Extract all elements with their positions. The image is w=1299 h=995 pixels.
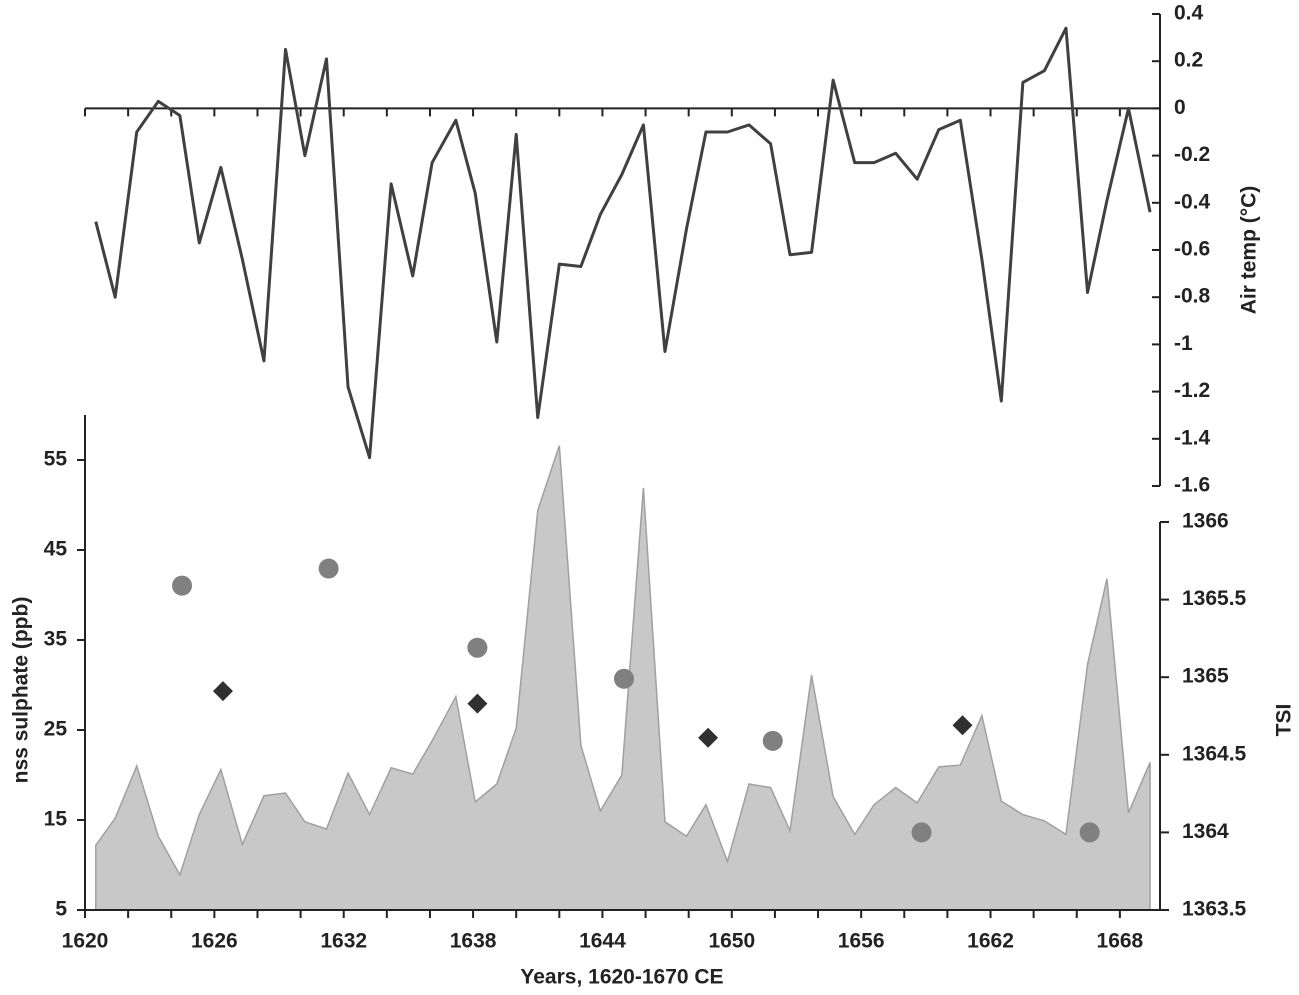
- temp-line: [94, 26, 1152, 460]
- y-tick-label: 5: [55, 898, 67, 921]
- y-tick-label: -0.6: [1174, 238, 1210, 261]
- x-tick-label: 1620: [62, 930, 109, 953]
- x-tick-label: 1632: [320, 930, 367, 953]
- tsi-circle: [467, 637, 488, 658]
- y-tick-label: 25: [44, 718, 68, 741]
- tsi-diamond: [698, 727, 719, 748]
- x-tick-label: 1656: [838, 930, 885, 953]
- y-tick-label: -1.2: [1174, 379, 1210, 402]
- y-tick-label: 0.2: [1174, 49, 1203, 72]
- y-tick-label: 0.4: [1174, 2, 1204, 25]
- y-tick-label: -0.4: [1174, 190, 1211, 213]
- y-tick-label: -1.6: [1174, 474, 1210, 497]
- y-tick-label: 45: [44, 538, 68, 561]
- x-tick-label: 1668: [1097, 930, 1144, 953]
- x-axis-title: Years, 1620-1670 CE: [520, 966, 723, 989]
- tsi-diamond: [952, 715, 973, 736]
- y-tick-label: 1365: [1182, 665, 1229, 688]
- sulphate-area: [95, 445, 1151, 911]
- y-tick-label: 1364: [1182, 820, 1229, 843]
- y-axis-title: TSI: [1273, 704, 1296, 737]
- y-axis-title: nss sulphate (ppb): [10, 597, 33, 784]
- y-tick-label: 15: [44, 808, 68, 831]
- y-axis-title: Air temp (°C): [1238, 186, 1261, 315]
- tsi-circle: [614, 668, 634, 689]
- y-tick-label: 55: [44, 448, 68, 471]
- x-tick-label: 1638: [450, 930, 497, 953]
- y-tick-label: 1364.5: [1182, 742, 1247, 765]
- x-tick-label: 1626: [191, 930, 238, 953]
- y-tick-label: -1.4: [1174, 426, 1211, 449]
- tsi-diamond: [212, 681, 233, 702]
- tsi-diamond: [467, 693, 488, 714]
- tsi-circle: [911, 822, 932, 843]
- x-tick-label: 1650: [708, 930, 755, 953]
- y-tick-label: 1363.5: [1182, 898, 1247, 921]
- y-tick-label: 1366: [1182, 510, 1229, 533]
- y-tick-label: -0.2: [1174, 143, 1210, 166]
- y-tick-label: -0.8: [1174, 285, 1211, 308]
- y-tick-label: -1: [1174, 332, 1193, 355]
- tsi-circle: [318, 558, 339, 579]
- y-tick-label: 0: [1174, 96, 1186, 119]
- tsi-circle: [172, 575, 193, 596]
- tsi-circle: [762, 730, 783, 751]
- x-tick-label: 1662: [967, 930, 1014, 953]
- tsi-circle: [1079, 822, 1100, 843]
- y-tick-label: 35: [44, 628, 68, 651]
- x-tick-label: 1644: [579, 930, 626, 953]
- y-tick-label: 1365.5: [1182, 587, 1247, 610]
